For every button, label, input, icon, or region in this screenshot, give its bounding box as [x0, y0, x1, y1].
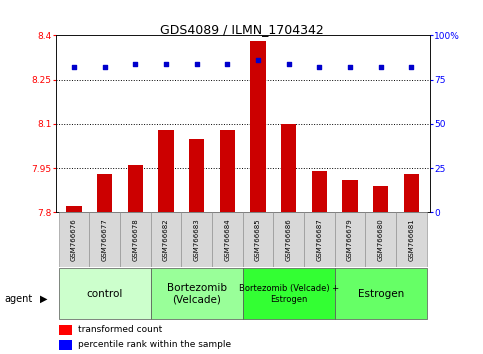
- Text: GSM766684: GSM766684: [225, 218, 230, 261]
- Bar: [335, 268, 427, 319]
- Text: GSM766686: GSM766686: [286, 218, 292, 261]
- Bar: [373, 186, 388, 212]
- Text: ▶: ▶: [40, 294, 47, 304]
- Bar: [97, 174, 113, 212]
- Bar: [59, 325, 72, 335]
- Point: [70, 64, 78, 70]
- Bar: [58, 212, 89, 267]
- Text: Bortezomib
(Velcade): Bortezomib (Velcade): [167, 283, 227, 305]
- Bar: [59, 340, 72, 350]
- Text: GSM766681: GSM766681: [409, 218, 414, 261]
- Text: percentile rank within the sample: percentile rank within the sample: [78, 341, 231, 349]
- Bar: [396, 212, 427, 267]
- Point: [377, 64, 384, 70]
- Bar: [312, 171, 327, 212]
- Bar: [120, 212, 151, 267]
- Bar: [58, 268, 151, 319]
- Point: [131, 61, 139, 67]
- Text: GSM766683: GSM766683: [194, 218, 199, 261]
- Point: [193, 61, 200, 67]
- Bar: [366, 212, 396, 267]
- Point: [346, 64, 354, 70]
- Text: GSM766679: GSM766679: [347, 218, 353, 261]
- Text: GSM766685: GSM766685: [255, 218, 261, 261]
- Text: transformed count: transformed count: [78, 325, 162, 335]
- Bar: [404, 174, 419, 212]
- Bar: [66, 206, 82, 212]
- Point: [224, 61, 231, 67]
- Bar: [158, 130, 174, 212]
- Bar: [335, 212, 366, 267]
- Point: [408, 64, 415, 70]
- Text: Bortezomib (Velcade) +
Estrogen: Bortezomib (Velcade) + Estrogen: [239, 284, 339, 303]
- Bar: [281, 124, 297, 212]
- Bar: [220, 130, 235, 212]
- Text: control: control: [86, 289, 123, 299]
- Text: GSM766687: GSM766687: [316, 218, 323, 261]
- Bar: [304, 212, 335, 267]
- Point: [315, 64, 323, 70]
- Text: GSM766676: GSM766676: [71, 218, 77, 261]
- Text: Estrogen: Estrogen: [357, 289, 404, 299]
- Text: GDS4089 / ILMN_1704342: GDS4089 / ILMN_1704342: [159, 23, 324, 36]
- Bar: [212, 212, 243, 267]
- Text: GSM766677: GSM766677: [101, 218, 108, 261]
- Bar: [273, 212, 304, 267]
- Text: GSM766682: GSM766682: [163, 218, 169, 261]
- Bar: [342, 180, 358, 212]
- Bar: [151, 268, 243, 319]
- Point: [101, 64, 109, 70]
- Text: agent: agent: [5, 294, 33, 304]
- Bar: [243, 212, 273, 267]
- Bar: [250, 41, 266, 212]
- Bar: [151, 212, 181, 267]
- Point: [285, 61, 293, 67]
- Bar: [181, 212, 212, 267]
- Text: GSM766680: GSM766680: [378, 218, 384, 261]
- Bar: [89, 212, 120, 267]
- Bar: [243, 268, 335, 319]
- Point: [254, 57, 262, 63]
- Text: GSM766678: GSM766678: [132, 218, 138, 261]
- Bar: [128, 165, 143, 212]
- Bar: [189, 139, 204, 212]
- Point: [162, 61, 170, 67]
